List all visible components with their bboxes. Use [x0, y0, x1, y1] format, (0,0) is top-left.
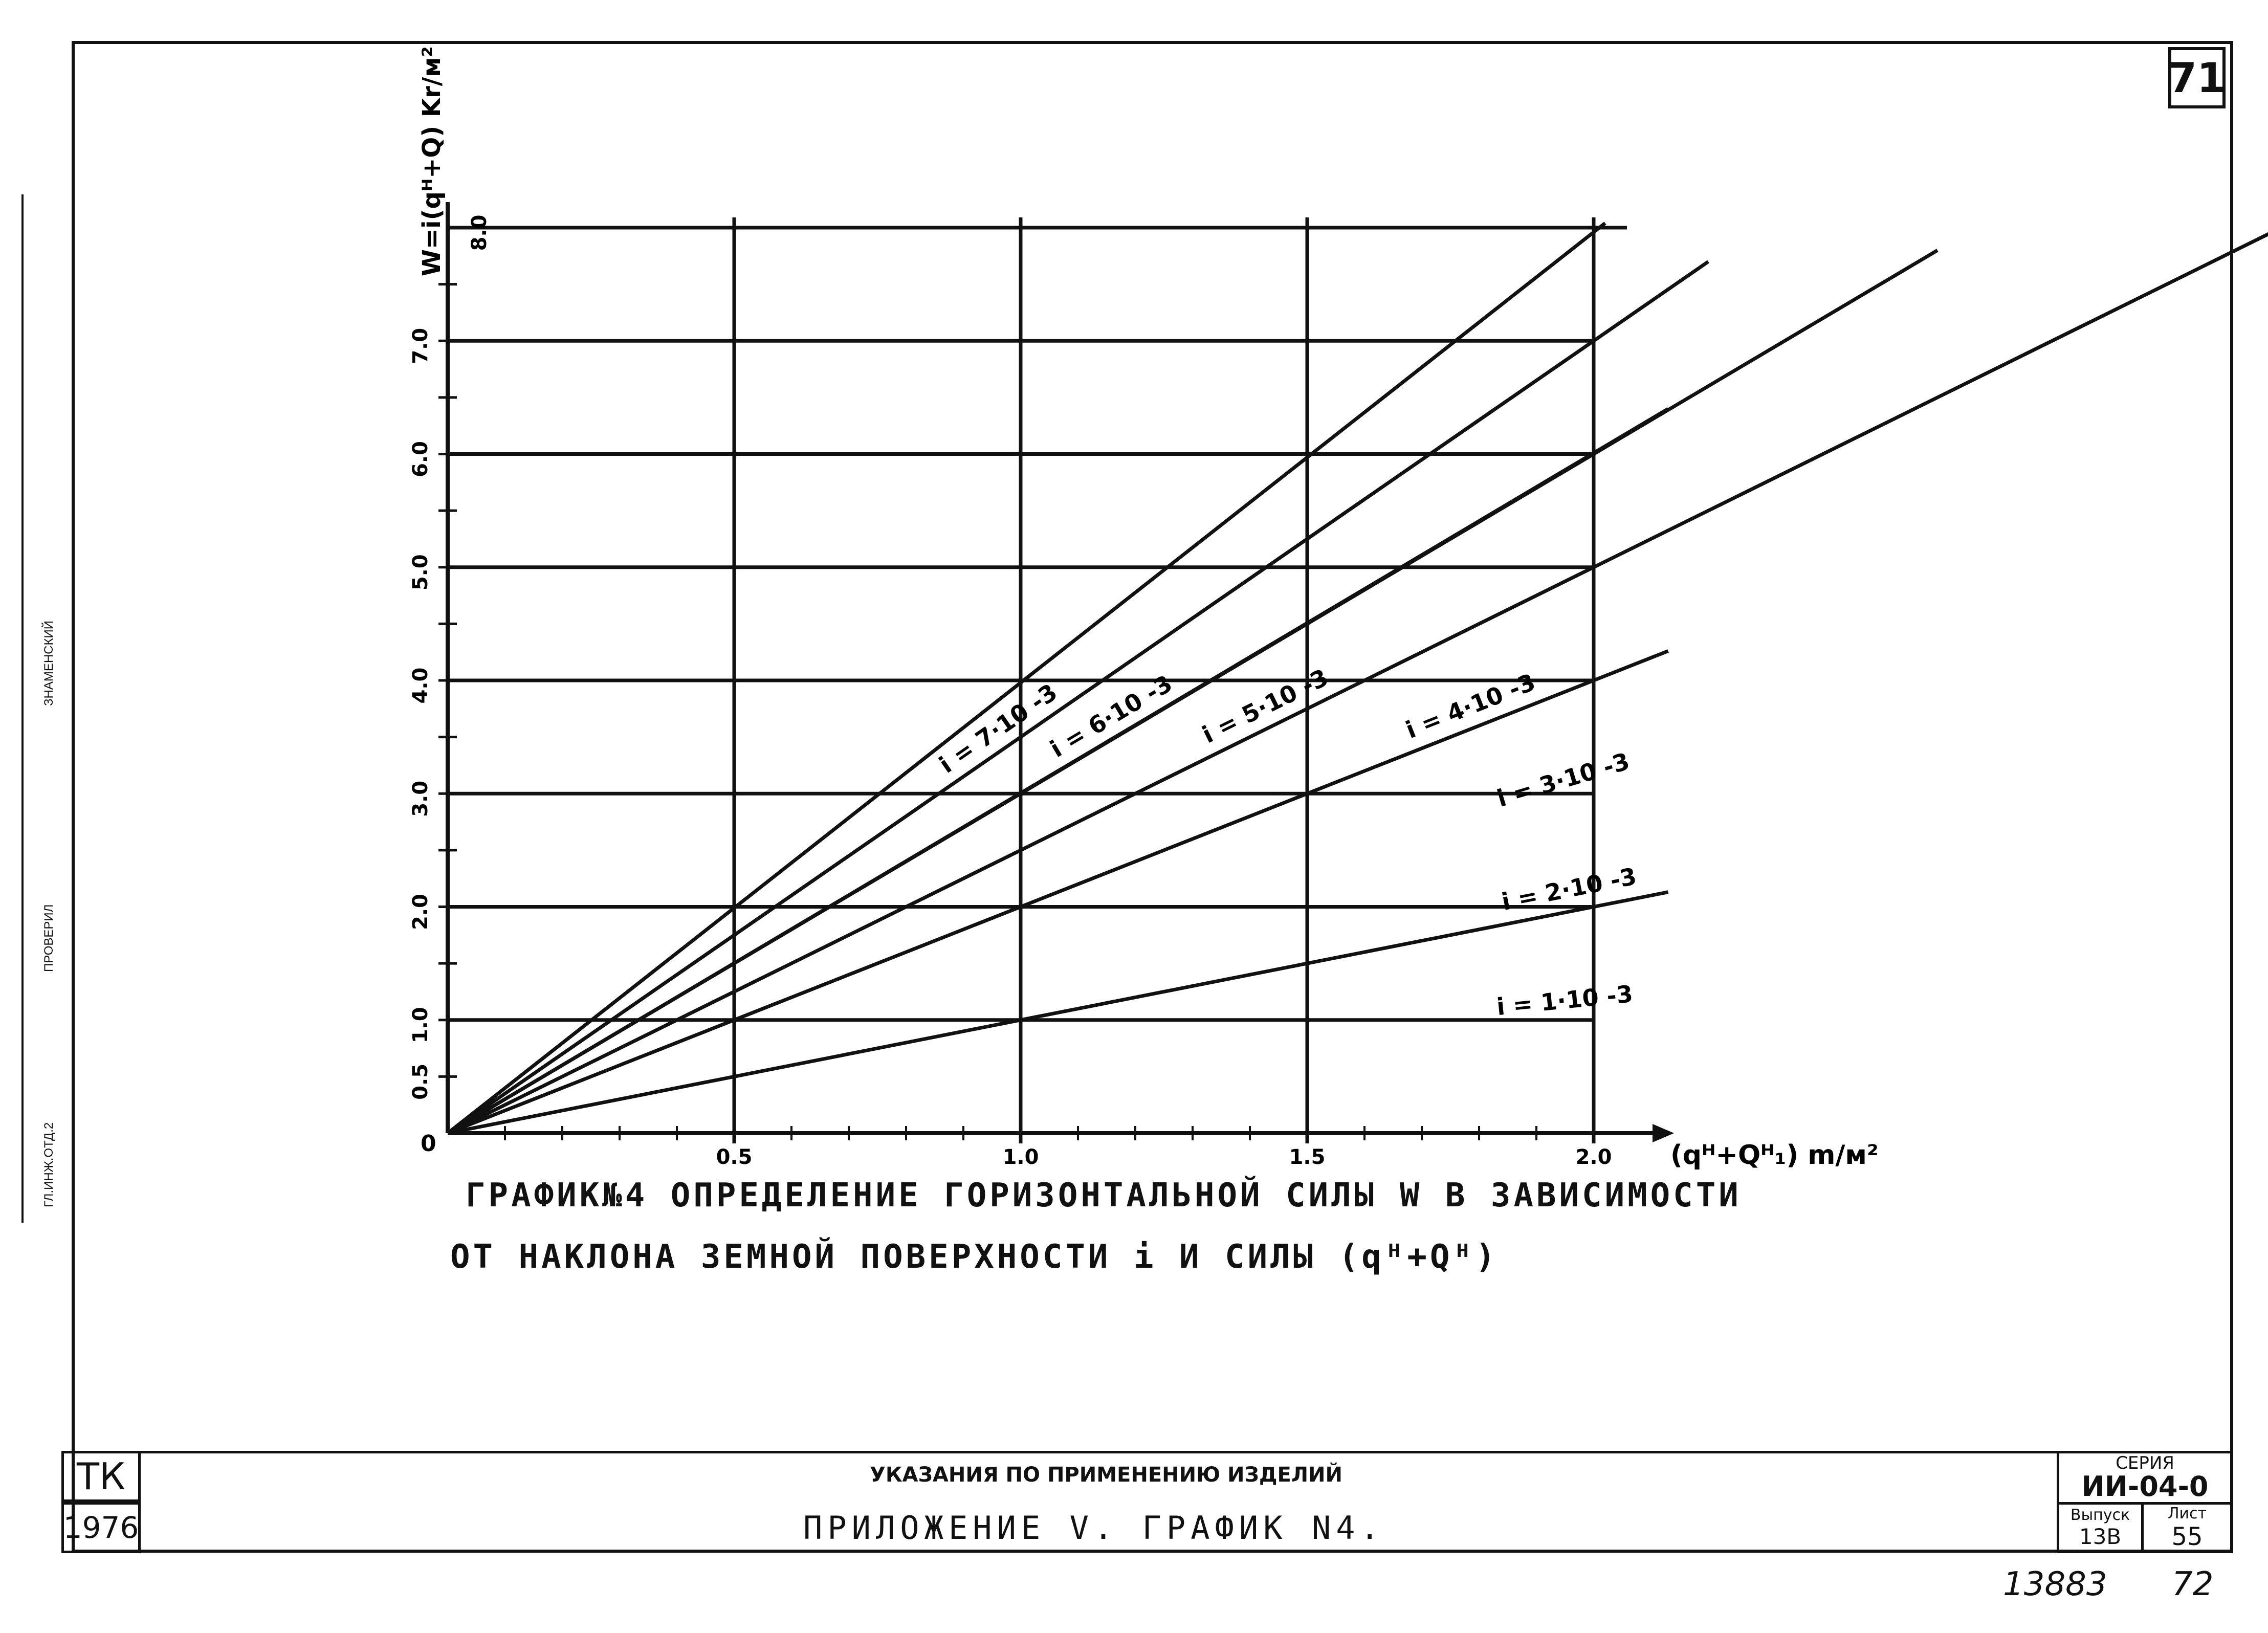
- series-label: СЕРИЯ: [2116, 1452, 2174, 1473]
- x-tick-label: 1.0: [1003, 1145, 1039, 1169]
- archive-number: 13883: [2003, 1565, 2107, 1603]
- x-tick-label: 0.5: [716, 1145, 753, 1169]
- series-label: i = 1·10 -3: [1495, 980, 1634, 1021]
- y-axis-label: W=i(qᴴ+Q) Kr/м²: [417, 46, 446, 276]
- series-line: [446, 222, 1606, 1135]
- issue-value: 13В: [2079, 1524, 2122, 1549]
- y-tick-label: 0.5: [409, 1064, 432, 1100]
- series-line: [447, 407, 1669, 1135]
- org-box: ТК: [61, 1451, 141, 1502]
- series-line: [447, 890, 1669, 1135]
- y-tick-label: 1.0: [409, 1007, 432, 1043]
- series-label: i = 6·10 -3: [1045, 670, 1177, 763]
- year-label: 1976: [63, 1510, 139, 1545]
- chart-labels: 0.5 1.0 2.0 3.0 4.0 5.0 6.0 7.0 8.0 0.5 1.0 1.5 2.0 i…: [409, 215, 1639, 1169]
- org-label: ТК: [76, 1455, 126, 1498]
- x-axis-arrow: [1653, 1124, 1674, 1142]
- sheet-number: 71: [2168, 54, 2226, 102]
- series-label: i = 7·10 -3: [934, 678, 1062, 779]
- y-tick-label: 4.0: [409, 668, 432, 704]
- side-strip: ГЛ.ИНЖ.ОТД.2 ПРОВЕРИЛ ЗНАМЕНСКИЙ: [21, 194, 72, 1223]
- page-number: 72: [2172, 1565, 2214, 1603]
- issue-box: Выпуск 13В: [2057, 1502, 2144, 1553]
- x-tick-label: 2.0: [1576, 1145, 1612, 1169]
- sheet-number-box: 71: [2168, 47, 2226, 108]
- chart-caption-line-1: ГРАФИК№4 ОПРЕДЕЛЕНИЕ ГОРИЗОНТАЛЬНОЙ СИЛЫ…: [466, 1177, 1742, 1215]
- sheet-value: 55: [2171, 1522, 2203, 1551]
- y-tick-label: 3.0: [409, 781, 432, 817]
- y-tick-label: 8.0: [468, 215, 491, 251]
- title-block-subtitle: УКАЗАНИЯ ПО ПРИМЕНЕНИЮ ИЗДЕЛИЙ: [870, 1463, 1343, 1487]
- year-box: 1976: [61, 1502, 141, 1553]
- chart-series: [446, 222, 2268, 1135]
- chart-grid: [438, 202, 1674, 1143]
- sheet-box: Лист 55: [2141, 1502, 2233, 1553]
- x-tick-label: 1.5: [1289, 1145, 1326, 1169]
- issue-label: Выпуск: [2070, 1506, 2130, 1524]
- y-tick-label: 5.0: [409, 554, 432, 590]
- title-block: [72, 1451, 2233, 1553]
- y-tick-label: 7.0: [409, 328, 432, 364]
- y-tick-label: 6.0: [409, 441, 432, 477]
- drawing-frame: [72, 41, 2233, 1553]
- series-line: [447, 260, 1709, 1135]
- sheet-label: Лист: [2167, 1504, 2207, 1522]
- x-axis-label: (qᴴ+Qᴴ₁) m/м²: [1670, 1140, 1879, 1171]
- series-label: i = 3·10 -3: [1494, 747, 1633, 812]
- y-tick-label: 2.0: [409, 894, 432, 930]
- series-value: ИИ-04-0: [2081, 1470, 2209, 1503]
- series-line: [447, 649, 1669, 1135]
- origin-label: 0: [421, 1131, 436, 1157]
- title-block-title: ПРИЛОЖЕНИЕ V. ГРАФИК N4.: [803, 1509, 1384, 1547]
- series-line: [447, 232, 2268, 1135]
- series-box: СЕРИЯ ИИ-04-0: [2057, 1451, 2233, 1505]
- chart-caption-line-2: ОТ НАКЛОНА ЗЕМНОЙ ПОВЕРХНОСТИ i И СИЛЫ (…: [450, 1238, 1499, 1276]
